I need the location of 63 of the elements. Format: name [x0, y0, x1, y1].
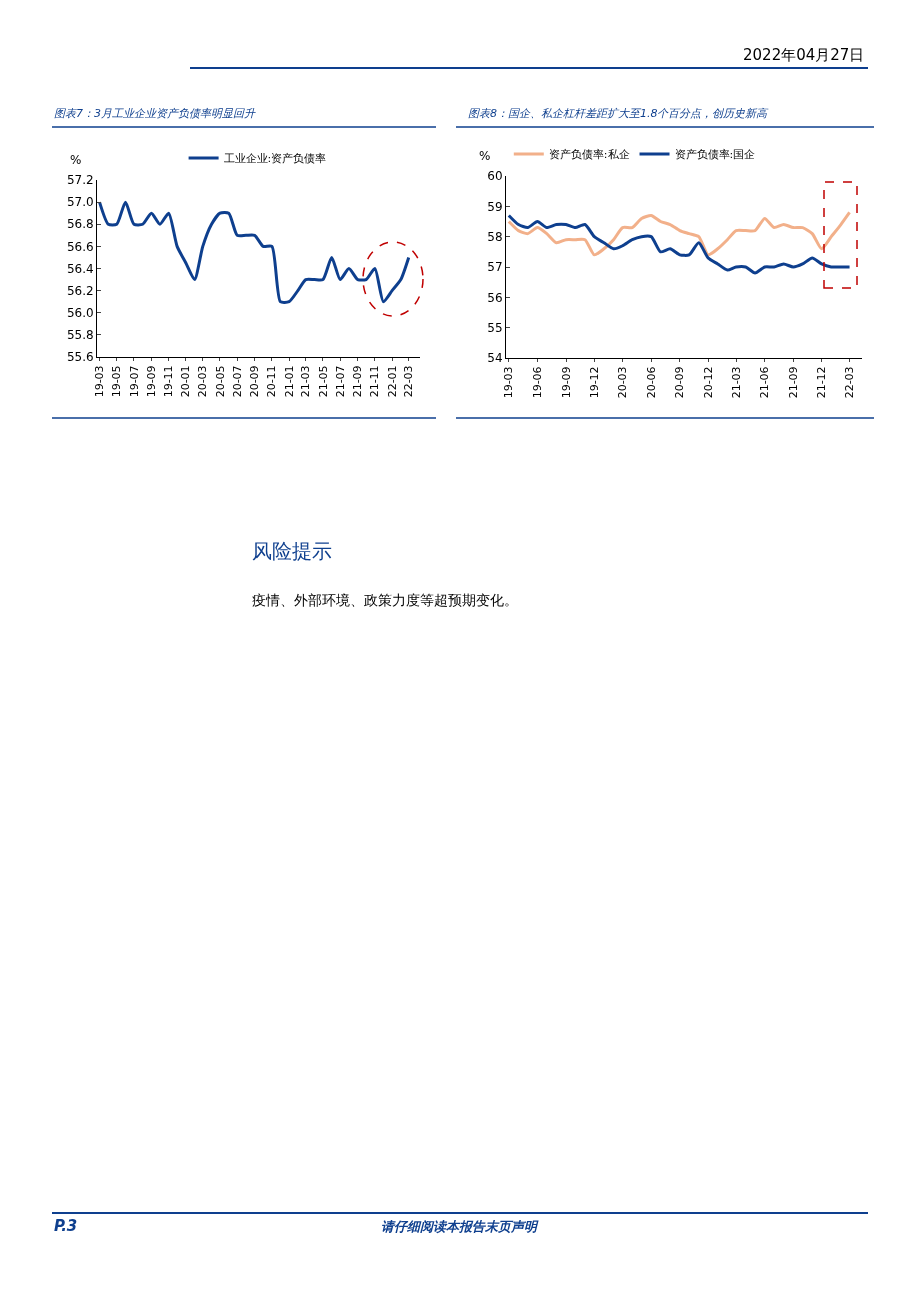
x-tick-label: 19-03	[502, 366, 516, 399]
y-tick-label: 57.2	[66, 173, 94, 188]
x-tick-label: 20-05	[213, 365, 227, 398]
y-tick-label: 56.6	[66, 239, 94, 254]
x-tick-label: 21-12	[815, 366, 829, 399]
legend-label: 资产负债率:国企	[674, 148, 756, 162]
x-tick-label: 19-12	[587, 366, 601, 399]
y-tick-label: 55.6	[66, 350, 94, 365]
x-tick-label: 19-11	[162, 365, 176, 398]
y-tick-label: 55	[487, 320, 503, 335]
x-tick-label: 20-09	[673, 366, 687, 399]
y-tick-label: 56.8	[66, 217, 94, 232]
y-tick-label: 57.0	[66, 195, 94, 210]
line-series	[507, 210, 852, 257]
line-series	[98, 200, 411, 304]
y-axis-title: %	[479, 149, 491, 163]
legend-label: 资产负债率:私企	[548, 148, 630, 162]
x-tick-label: 21-05	[316, 365, 330, 398]
x-tick-label: 20-01	[179, 365, 193, 398]
x-tick-label: 21-09	[786, 366, 800, 399]
x-tick-label: 21-03	[299, 365, 313, 398]
y-tick-label: 56.0	[66, 305, 94, 320]
x-tick-label: 21-06	[758, 366, 772, 399]
y-tick-label: 57	[487, 260, 503, 275]
x-tick-label: 21-11	[368, 365, 382, 398]
x-tick-label: 20-03	[616, 366, 630, 399]
chart-title: 图表7：3月工业企业资产负债率明显回升	[54, 107, 256, 120]
text: P.3	[54, 1217, 78, 1235]
x-tick-label: 20-07	[230, 365, 244, 398]
x-tick-label: 19-03	[93, 365, 107, 398]
text: 风险提示	[252, 539, 332, 563]
x-tick-label: 19-09	[145, 365, 159, 398]
x-tick-label: 19-09	[559, 366, 573, 399]
y-tick-label: 56	[487, 290, 503, 305]
y-tick-label: 54	[487, 351, 503, 366]
text: 2022年04月27日	[743, 46, 865, 64]
x-tick-label: 19-05	[110, 365, 124, 398]
x-tick-label: 21-03	[729, 366, 743, 399]
y-tick-label: 60	[487, 169, 503, 184]
y-tick-label: 58	[487, 229, 503, 244]
chart-title: 图表8：国企、私企杠杆差距扩大至1.8个百分点，创历史新高	[468, 107, 770, 120]
y-tick-label: 59	[487, 199, 503, 214]
x-tick-label: 20-06	[644, 366, 658, 399]
x-tick-label: 20-12	[701, 366, 715, 399]
x-tick-label: 20-03	[196, 365, 210, 398]
text: 疫情、外部环境、政策力度等超预期变化。	[252, 592, 518, 608]
y-axis-title: %	[70, 153, 82, 167]
x-tick-label: 21-09	[351, 365, 365, 398]
text: 请仔细阅读本报告末页声明	[381, 1219, 539, 1234]
y-tick-label: 56.4	[66, 261, 94, 276]
x-tick-label: 20-09	[248, 365, 262, 398]
x-tick-label: 22-03	[843, 366, 857, 399]
x-tick-label: 21-01	[282, 365, 296, 398]
x-tick-label: 22-03	[402, 365, 416, 398]
x-tick-label: 19-07	[127, 365, 141, 398]
x-tick-label: 22-01	[385, 365, 399, 398]
x-tick-label: 19-06	[530, 366, 544, 399]
legend-label: 工业企业:资产负债率	[223, 152, 327, 166]
x-tick-label: 20-11	[265, 365, 279, 398]
line-series	[507, 213, 852, 275]
x-tick-label: 21-07	[333, 365, 347, 398]
y-tick-label: 56.2	[66, 283, 94, 298]
y-tick-label: 55.8	[66, 328, 94, 343]
